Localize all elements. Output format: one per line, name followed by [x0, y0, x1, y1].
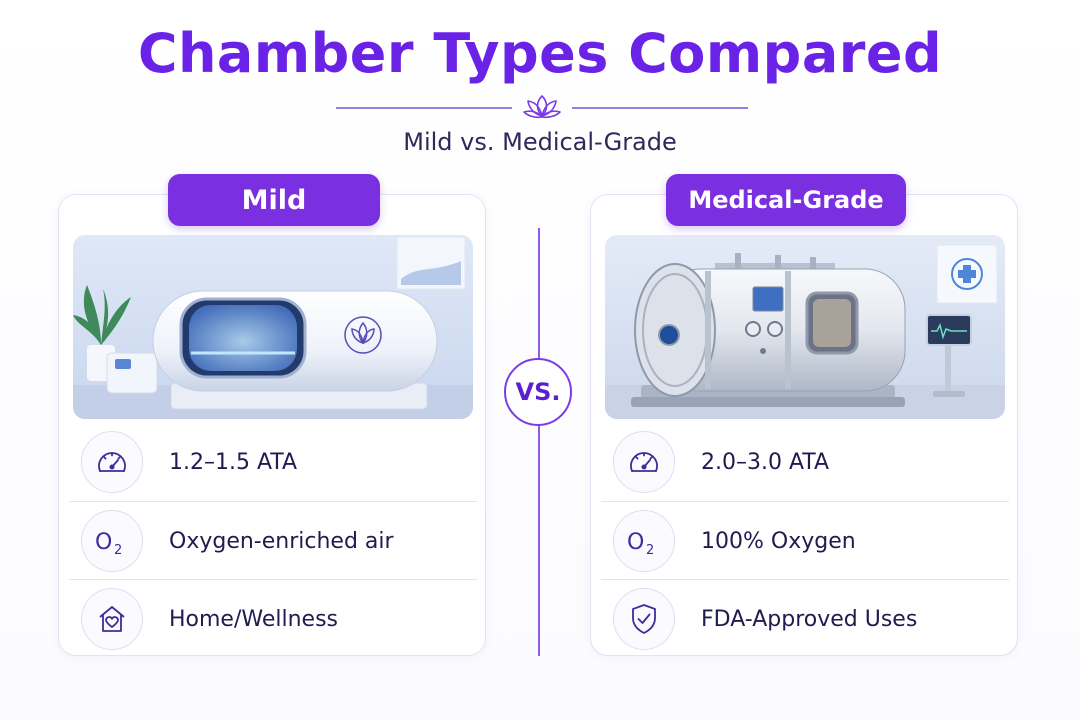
page-title: Chamber Types Compared [137, 22, 943, 85]
usage-label: FDA-Approved Uses [701, 606, 918, 632]
pressure-label: 2.0–3.0 ATA [701, 449, 830, 475]
medical-chamber-photo [605, 235, 1005, 419]
oxygen-icon: O 2 [81, 510, 143, 572]
oxygen-label: Oxygen-enriched air [169, 528, 394, 554]
oxygen-label: 100% Oxygen [701, 528, 856, 554]
svg-text:O: O [627, 530, 644, 555]
pressure-label: 1.2–1.5 ATA [169, 449, 298, 475]
list-item: O 2 100% Oxygen [601, 501, 1009, 580]
gauge-icon [81, 431, 143, 493]
list-item: 1.2–1.5 ATA [69, 423, 477, 501]
mild-label: Mild [168, 174, 380, 226]
list-item: FDA-Approved Uses [601, 579, 1009, 658]
gauge-icon [613, 431, 675, 493]
list-item: Home/Wellness [69, 579, 477, 658]
mild-chamber-photo [73, 235, 473, 419]
svg-text:O: O [95, 530, 112, 555]
vs-badge: VS. [504, 358, 572, 426]
list-item: O 2 Oxygen-enriched air [69, 501, 477, 580]
shield-check-icon [613, 588, 675, 650]
oxygen-icon: O 2 [613, 510, 675, 572]
usage-label: Home/Wellness [169, 606, 339, 632]
medical-grade-label: Medical-Grade [666, 174, 906, 226]
svg-text:2: 2 [114, 543, 122, 558]
mild-card: 1.2–1.5 ATA O 2 Oxygen-enriched air Home… [58, 194, 486, 656]
center-divider [538, 228, 540, 656]
medical-grade-card: 2.0–3.0 ATA O 2 100% Oxygen FDA-Approved… [590, 194, 1018, 656]
home-heart-icon [81, 588, 143, 650]
list-item: 2.0–3.0 ATA [601, 423, 1009, 501]
page-subtitle: Mild vs. Medical-Grade [403, 128, 677, 156]
lotus-icon [336, 95, 748, 119]
svg-text:2: 2 [646, 543, 654, 558]
